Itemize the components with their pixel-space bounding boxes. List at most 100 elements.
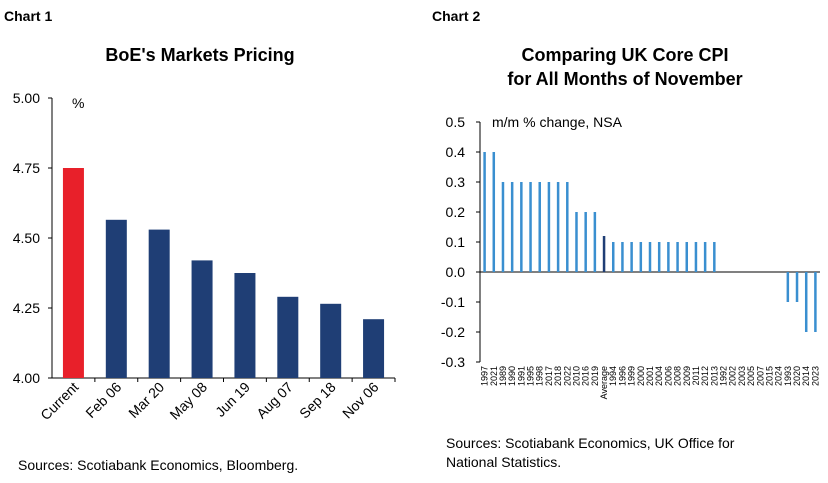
chart2-x-tick-label: 1995 (526, 366, 536, 386)
chart2-bar (556, 182, 560, 272)
chart2-bar (566, 182, 569, 272)
chart2-x-tick-label: 2009 (682, 366, 692, 386)
chart1-y-tick-label: 4.50 (13, 230, 40, 246)
chart2-x-tick-label: 1989 (498, 366, 508, 386)
chart2-bar (584, 212, 587, 272)
chart2-y-tick-label: 0.0 (446, 264, 466, 280)
chart2-bar (520, 182, 523, 272)
chart1-y-tick-label: 4.00 (13, 370, 40, 386)
chart1-y-tick-label: 4.75 (13, 160, 40, 176)
chart1-bar (191, 260, 213, 378)
chart2-bar (538, 182, 541, 272)
chart2-x-tick-label: 2015 (764, 366, 774, 386)
chart2-bar (786, 272, 790, 302)
chart2-bar (657, 242, 661, 272)
chart2-x-tick-label: 1991 (516, 366, 526, 386)
chart2-y-tick-label: 0.5 (446, 114, 466, 130)
chart2-bar (575, 212, 578, 272)
chart2-x-tick-label: 2003 (737, 366, 747, 386)
chart2-x-tick-label: 2006 (663, 366, 673, 386)
chart2-x-tick-label: 1998 (535, 366, 545, 386)
chart2-bar (713, 242, 716, 272)
chart1-y-tick-label: 5.00 (13, 90, 40, 106)
chart2-x-tick-label: 2011 (691, 366, 701, 385)
chart2-y-tick-label: -0.1 (441, 294, 465, 310)
chart2-bar (694, 242, 698, 272)
chart1-title: BoE's Markets Pricing (105, 45, 295, 65)
chart2-bar (795, 272, 799, 302)
chart2-x-tick-label: 2008 (673, 366, 683, 386)
chart1-bar (363, 319, 385, 378)
chart1-bar (105, 219, 127, 378)
chart2-bar (814, 272, 817, 332)
chart2-x-tick-label: 1993 (783, 366, 793, 386)
chart2-x-tick-label: Average (599, 366, 609, 399)
chart2-bar (492, 152, 496, 272)
chart2-unit-label: m/m % change, NSA (492, 114, 623, 130)
chart2-x-tick-label: 1997 (480, 366, 490, 386)
chart2-bar (639, 242, 643, 272)
chart1-source: Sources: Scotiabank Economics, Bloomberg… (18, 457, 299, 473)
chart2-title-line1: Comparing UK Core CPI (521, 45, 729, 65)
chart1-bar (62, 168, 84, 378)
chart2-x-tick-label: 2021 (489, 366, 499, 386)
chart2-x-tick-label: 2020 (792, 366, 802, 386)
chart2-x-tick-label: 1996 (617, 366, 627, 386)
chart1-plot: 4.004.254.504.755.00 %Current Feb 06 Mar 20… (13, 90, 396, 423)
chart2-title-line2: for All Months of November (507, 69, 743, 89)
chart2-x-tick-label: 2014 (801, 366, 811, 386)
chart2-y-tick-label: -0.3 (441, 354, 465, 370)
chart2-x-tick-label: 2018 (553, 366, 563, 386)
chart2-bar (667, 242, 670, 272)
chart2-bar (483, 152, 486, 272)
chart2-x-tick-label: 1990 (507, 366, 517, 386)
chart2-source-line1: Sources: Scotiabank Economics, UK Office… (446, 435, 735, 451)
chart2-x-tick-label: 2019 (590, 366, 600, 386)
chart2-source: Sources: Scotiabank Economics, UK Office… (446, 434, 734, 472)
chart2-bar (621, 242, 624, 272)
chart2-x-tick-label: 2001 (645, 366, 655, 386)
chart2-x-tick-label: 2013 (709, 366, 719, 386)
chart1-bar (320, 303, 342, 378)
chart2-bar (676, 242, 679, 272)
chart2-x-tick-label: 1992 (719, 366, 729, 386)
chart2-bar (611, 242, 615, 272)
chart2-x-tick-label: 1999 (627, 366, 637, 386)
chart2-x-tick-label: 2000 (636, 366, 646, 386)
chart2-y-tick-label: 0.1 (446, 234, 466, 250)
chart2-x-tick-label: 2016 (581, 366, 591, 386)
chart2-bar (685, 242, 689, 272)
chart1-unit-label: % (72, 95, 84, 111)
chart2-bar (630, 242, 633, 272)
chart2-bar (529, 182, 532, 272)
chart1-bar (234, 273, 256, 378)
chart1-y-tick-label: 4.25 (13, 300, 40, 316)
chart2-bar (593, 212, 597, 272)
chart2-bar (804, 272, 808, 332)
chart2-bar (703, 242, 707, 272)
chart2-y-tick-label: 0.4 (446, 144, 466, 160)
chart2-bar (510, 182, 514, 272)
chart2-x-tick-label: 2017 (544, 366, 554, 386)
chart2-x-tick-label: 2012 (700, 366, 710, 386)
chart2-bar (501, 182, 505, 272)
chart2-x-tick-label: 2004 (654, 366, 664, 386)
chart2-x-tick-label: 2022 (562, 366, 572, 386)
chart2-x-tick-label: 2023 (810, 366, 820, 386)
chart2-x-tick-label: 2010 (571, 366, 581, 386)
chart2-bar (602, 236, 606, 272)
chart2-x-tick-label: 2002 (728, 366, 738, 386)
chart1-panel-label: Chart 1 (4, 8, 53, 24)
chart2-title: Comparing UK Core CPI for All Months of … (460, 43, 790, 91)
chart1-bar (277, 296, 299, 378)
chart2-panel-label: Chart 2 (432, 8, 481, 24)
chart2-y-tick-label: 0.2 (446, 204, 466, 220)
chart2-y-tick-label: 0.3 (446, 174, 466, 190)
chart2-x-tick-label: 1994 (608, 366, 618, 386)
chart2-source-line2: National Statistics. (446, 454, 562, 470)
chart2-x-tick-label: 2007 (755, 366, 765, 386)
chart2-y-tick-label: -0.2 (441, 324, 465, 340)
chart1-bar (148, 229, 170, 378)
chart2-bar (648, 242, 652, 272)
